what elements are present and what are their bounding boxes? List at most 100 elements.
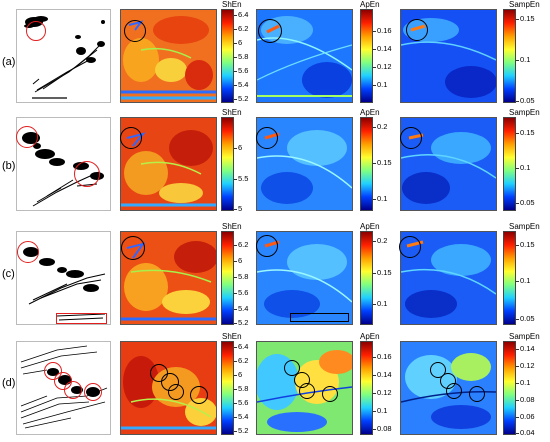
colorbar-title: SampEn: [509, 332, 540, 341]
colorbar-shen-c: [221, 231, 234, 325]
highlight-circle: [168, 384, 184, 400]
tick-label: 5.8: [233, 52, 249, 61]
heatmap-sampen-c: [400, 231, 497, 325]
colorbar-apen-a: [360, 9, 373, 103]
tick-label: 0.12: [516, 361, 535, 370]
tick-label: 0.14: [373, 44, 392, 53]
colorbar-sampen-d: [503, 341, 516, 435]
tick-label: 0.15: [516, 14, 535, 23]
tick-label: 6: [233, 38, 243, 47]
colorbar-sampen-b: [503, 117, 516, 211]
tick-label: 0.14: [516, 344, 535, 353]
tick-label: 0.04: [516, 428, 535, 437]
tick-label: 0.15: [373, 158, 392, 167]
tick-label: 6.2: [233, 24, 249, 33]
colorbar-apen-b: [360, 117, 373, 211]
heatmap-apen-b: [256, 117, 353, 211]
tick-label: 6: [233, 370, 243, 379]
colorbar-title: ShEn: [222, 0, 242, 9]
tick-label: 6.4: [233, 342, 249, 351]
highlight-circle: [256, 235, 278, 257]
tick-label: 0.15: [516, 240, 535, 249]
tick-label: 5.4: [233, 412, 249, 421]
highlight-circle: [258, 19, 282, 43]
tick-label: 0.1: [515, 55, 531, 64]
tick-label: 0.05: [516, 314, 535, 323]
tick-label: 0.2: [372, 236, 388, 245]
highlight-circle: [256, 127, 278, 149]
colorbar-title: ShEn: [222, 108, 242, 117]
tick-label: 6.2: [233, 240, 249, 249]
tick-label: 5.4: [233, 304, 249, 313]
colorbar-shen-d: [221, 341, 234, 435]
colorbar-apen-d: [360, 341, 373, 435]
tick-label: 0.2: [372, 122, 388, 131]
highlight-circle: [17, 241, 39, 263]
colorbar-title: ShEn: [222, 222, 242, 231]
tick-label: 0.1: [515, 163, 531, 172]
row-label-a: (a): [2, 56, 16, 68]
highlight-circle: [84, 383, 102, 401]
tick-label: 0.05: [516, 198, 535, 207]
highlight-circle: [430, 362, 446, 378]
heatmap-sampen-a: [400, 9, 497, 103]
tick-label: 6: [233, 256, 243, 265]
tick-label: 6: [233, 143, 243, 152]
tick-label: 5.8: [233, 272, 249, 281]
tick-label: 0.12: [373, 388, 392, 397]
highlight-circle: [121, 236, 145, 260]
colorbar-title: ApEn: [360, 222, 380, 231]
colorbar-shen-a: [221, 9, 234, 103]
row-label-d: (d): [2, 377, 16, 389]
highlight-circle: [284, 360, 300, 376]
tick-label: 5.6: [233, 288, 249, 297]
heatmap-sampen-b: [400, 117, 497, 211]
tick-label: 5.8: [233, 384, 249, 393]
colorbar-sampen-c: [503, 231, 516, 325]
tick-label: 0.1: [515, 276, 531, 285]
highlight-circle: [64, 381, 82, 399]
highlight-circle: [44, 362, 62, 380]
colorbar-sampen-a: [503, 9, 516, 103]
tick-label: 0.1: [372, 406, 388, 415]
tick-label: 0.14: [373, 370, 392, 379]
tick-label: 0.06: [516, 412, 535, 421]
highlight-circle: [446, 383, 462, 399]
highlight-circle: [400, 127, 422, 149]
heatmap-shen-b: [120, 117, 217, 211]
row-label-c: (c): [2, 268, 15, 280]
tick-label: 0.16: [373, 352, 392, 361]
colorbar-shen-b: [221, 117, 234, 211]
highlight-circle: [406, 19, 428, 41]
heatmap-shen-c: [120, 231, 217, 325]
tick-label: 5.5: [233, 174, 249, 183]
highlight-rectangle: [56, 313, 107, 324]
tick-label: 0.1: [372, 80, 388, 89]
tick-label: 0.1: [515, 378, 531, 387]
colorbar-title: ApEn: [360, 108, 380, 117]
tick-label: 6.4: [233, 10, 249, 19]
colorbar-title: SampEn: [509, 222, 540, 231]
highlight-circle: [469, 386, 485, 402]
colorbar-title: ApEn: [360, 0, 380, 9]
highlight-circle: [299, 383, 315, 399]
highlight-circle: [26, 21, 46, 41]
highlight-circle: [74, 161, 100, 187]
tick-label: 0.1: [372, 299, 388, 308]
tick-label: 0.08: [516, 395, 535, 404]
tick-label: 5.4: [233, 80, 249, 89]
tick-label: 0.16: [373, 26, 392, 35]
tick-label: 0.1: [372, 194, 388, 203]
tick-label: 0.15: [516, 128, 535, 137]
highlight-circle: [120, 127, 142, 149]
colorbar-title: ShEn: [222, 332, 242, 341]
tick-label: 0.05: [516, 96, 535, 105]
colorbar-title: SampEn: [509, 108, 540, 117]
colorbar-title: SampEn: [509, 0, 540, 9]
colorbar-apen-c: [360, 231, 373, 325]
tick-label: 5.2: [233, 94, 249, 103]
highlight-circle: [190, 386, 208, 404]
tick-label: 0.15: [373, 268, 392, 277]
tick-label: 5.2: [233, 426, 249, 435]
